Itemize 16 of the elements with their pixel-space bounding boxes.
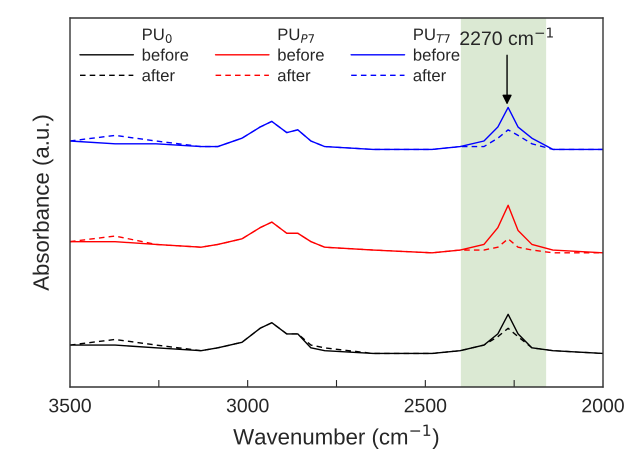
legend-label: before — [414, 48, 460, 61]
text: PU$_{P7}$ — [278, 28, 314, 43]
annotation: 2270 cm$^{−1}$ — [460, 28, 553, 46]
legend-label: after — [414, 69, 446, 82]
text: PU$_{T7}$ — [414, 28, 450, 43]
legend-label: after — [278, 69, 310, 82]
x-axis-title: Wavenumber (cm$^{−1}$) — [233, 424, 438, 450]
x-tick-label: 3500 — [49, 398, 91, 412]
y-axis-title: Absorbance (a.u.) — [32, 116, 54, 291]
legend-label: after — [142, 69, 175, 82]
text: PU$_{0}$ — [143, 28, 172, 43]
x-tick-label: 3000 — [226, 398, 269, 412]
legend-label: before — [278, 48, 324, 61]
legend-label: before — [142, 48, 188, 61]
x-tick-label: 2000 — [582, 398, 624, 412]
x-tick-label: 2500 — [404, 398, 446, 412]
